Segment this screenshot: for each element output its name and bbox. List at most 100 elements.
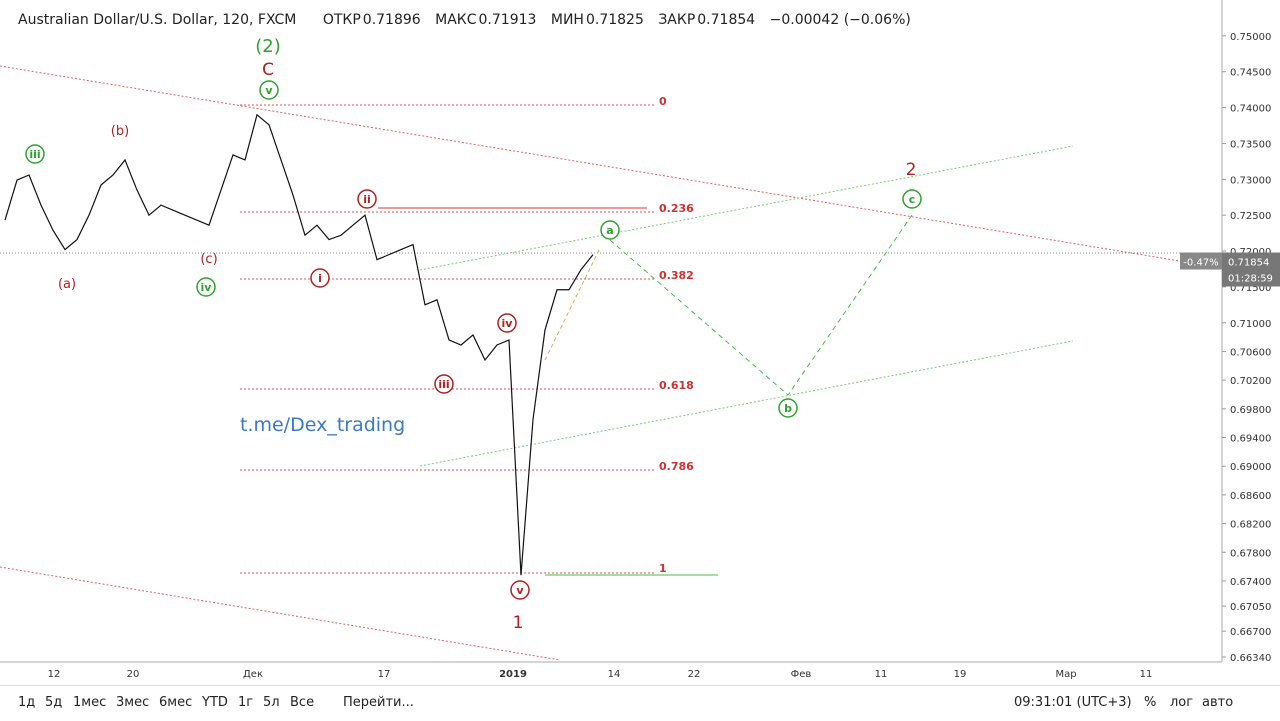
channel-line: [419, 145, 1074, 271]
x-tick-label: 22: [688, 669, 701, 680]
y-tick-label: 0.73500: [1230, 139, 1271, 150]
badge-text: 01:28:59: [1228, 274, 1273, 285]
toolbar-item[interactable]: 3мес: [116, 695, 150, 710]
wave-marker: [510, 580, 530, 600]
toolbar-item[interactable]: %: [1144, 695, 1157, 710]
badge: [1222, 252, 1280, 287]
toolbar-item: 09:31:01 (UTC+3): [1014, 695, 1132, 710]
channel-line: [419, 340, 1074, 467]
fib-label: 0.786: [659, 460, 694, 473]
wave-marker: [600, 220, 620, 240]
x-tick-label: 11: [875, 669, 888, 680]
y-tick-label: 0.70200: [1230, 376, 1271, 387]
y-tick-label: 0.72500: [1230, 211, 1271, 222]
wave-marker: [778, 398, 798, 418]
label: МИН: [550, 12, 584, 28]
wave-marker: [357, 189, 377, 209]
x-tick-label: 17: [378, 669, 391, 680]
x-tick-label: Мар: [1055, 669, 1076, 680]
wave-label: b: [784, 402, 792, 415]
y-tick-label: 0.74000: [1230, 104, 1271, 115]
wave-marker: [25, 144, 45, 164]
y-tick-label: 0.74500: [1230, 68, 1271, 79]
y-tick-label: 0.68200: [1230, 520, 1271, 531]
y-tick-label: 0.67400: [1230, 577, 1271, 588]
toolbar-item[interactable]: авто: [1202, 695, 1234, 710]
fib-label: 0.382: [659, 269, 694, 282]
toolbar-item[interactable]: 6мес: [159, 695, 193, 710]
x-tick-label: Дек: [243, 669, 263, 680]
value: 0.71825: [585, 12, 644, 28]
watermark: t.me/Dex_trading: [240, 414, 405, 436]
toolbar-item[interactable]: 5д: [45, 695, 63, 710]
wave-label: v: [516, 584, 524, 597]
change: −0.00042 (−0.06%): [769, 12, 911, 28]
wave-label: (c): [200, 252, 217, 267]
fib-label: 1: [659, 562, 667, 575]
y-tick-label: 0.73000: [1230, 175, 1271, 186]
wave-label: iii: [29, 148, 40, 161]
value: 0.71896: [362, 12, 421, 28]
toolbar-item[interactable]: 1мес: [73, 695, 107, 710]
wave-label: C: [262, 60, 274, 80]
value: 0.71913: [478, 12, 537, 28]
wave-marker: [310, 268, 330, 288]
wave-label: (a): [58, 277, 76, 292]
price-line: [4, 113, 594, 576]
wave-label: c: [909, 193, 916, 206]
y-tick-label: 0.69800: [1230, 405, 1271, 416]
y-tick-label: 0.66340: [1230, 653, 1271, 664]
header: Australian Dollar/U.S. Dollar, 120, FXCM…: [18, 12, 913, 28]
symbol[interactable]: Australian Dollar/U.S. Dollar, 120, FXCM: [18, 12, 297, 28]
price-axis: [1222, 0, 1280, 685]
x-tick-label: Фев: [791, 669, 812, 680]
fib-label: 0.618: [659, 379, 694, 392]
drawings: [0, 65, 1223, 661]
y-tick-label: 0.67800: [1230, 548, 1271, 559]
y-tick-label: 0.66700: [1230, 627, 1271, 638]
wave-marker: [902, 189, 922, 209]
projection: [609, 214, 913, 396]
toolbar-item[interactable]: лог: [1170, 695, 1194, 710]
wave-label: i: [318, 272, 322, 285]
toolbar-item[interactable]: 5л: [263, 695, 280, 710]
toolbar-item[interactable]: 1г: [238, 695, 254, 710]
wave-label: iii: [438, 378, 449, 391]
x-tick-label: 20: [127, 669, 140, 680]
wave-marker: [196, 277, 216, 297]
x-tick-label: 12: [48, 669, 61, 680]
toolbar-item[interactable]: Перейти...: [343, 695, 414, 710]
badge: [1180, 252, 1222, 270]
label: ЗАКР: [658, 12, 696, 28]
toolbar-item[interactable]: 1д: [18, 695, 36, 710]
y-tick-label: 0.70600: [1230, 347, 1271, 358]
wave-label: a: [606, 224, 613, 237]
y-tick-label: 0.75000: [1230, 32, 1271, 43]
toolbar-item[interactable]: Все: [290, 695, 315, 710]
x-tick-label: 19: [954, 669, 967, 680]
y-tick-label: 0.68600: [1230, 491, 1271, 502]
y-tick-label: 0.71500: [1230, 283, 1271, 294]
trend-line: [0, 65, 1223, 269]
x-tick-label: 14: [608, 669, 621, 680]
chart: 0.75000 0.74500 0.74000 0.73500 0.73000 0.725…: [0, 0, 1280, 685]
toolbar: 1д 5д 1мес 3мес 6мес YTD 1г 5л Все Перейти... 09:3…: [0, 685, 1280, 721]
wave-label: iv: [201, 281, 213, 294]
wave-label: (b): [111, 124, 129, 139]
wave-marker: [497, 313, 517, 333]
fib-label: 0: [659, 95, 667, 108]
badge-text: -0.47%: [1183, 258, 1218, 269]
trend-line: [0, 566, 561, 661]
toolbar-item[interactable]: YTD: [202, 695, 228, 710]
wave-marker: [259, 80, 279, 100]
label: ОТКР: [322, 12, 361, 28]
x-tick-label: 11: [1140, 669, 1153, 680]
wave-label: 1: [513, 613, 524, 633]
fib-label: 0.236: [659, 202, 694, 215]
y-tick-label: 0.69400: [1230, 434, 1271, 445]
wave-label: ii: [363, 193, 371, 206]
x-tick-label: 2019: [499, 669, 527, 680]
y-tick-label: 0.67050: [1230, 602, 1271, 613]
fib-lines: [240, 104, 655, 574]
